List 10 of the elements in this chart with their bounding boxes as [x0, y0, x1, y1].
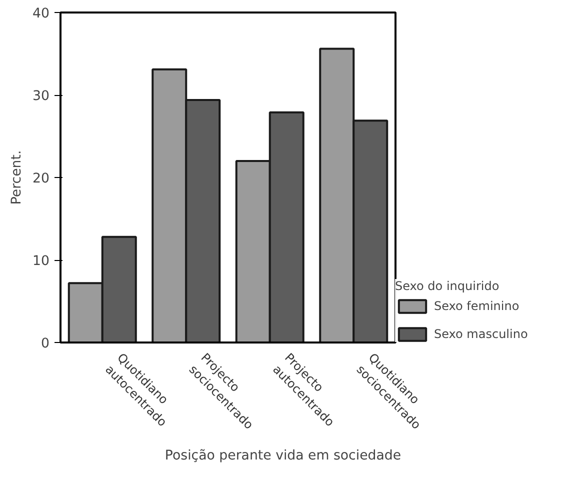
y-tick-label: 20: [32, 172, 50, 186]
y-tick-label: 10: [32, 254, 50, 269]
y-tick-label: 40: [32, 6, 50, 22]
legend-label: Sexo masculino: [434, 327, 528, 341]
legend-title: Sexo do inquirido: [395, 279, 500, 293]
x-axis-title: Posição perante vida em sociedade: [164, 448, 402, 464]
y-tick-label: 30: [32, 89, 50, 104]
y-tick-label: 0: [41, 336, 50, 352]
legend-label: Sexo feminino: [434, 299, 520, 313]
y-axis-title: Percent.: [10, 150, 25, 205]
